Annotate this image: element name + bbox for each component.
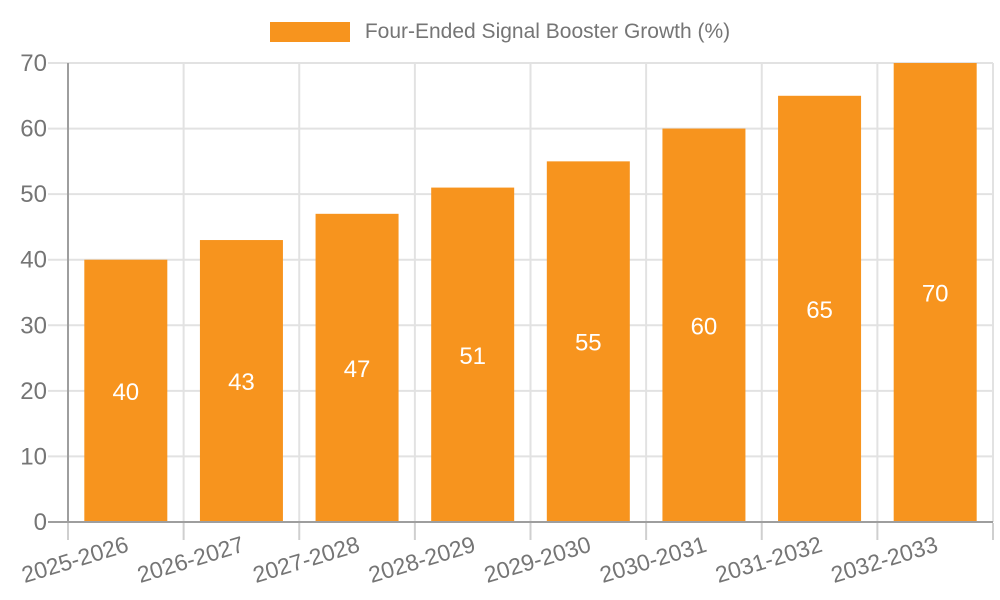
- y-tick-label: 60: [20, 116, 47, 143]
- x-tick-label: 2032-2033: [828, 531, 941, 588]
- x-tick-label: 2027-2028: [250, 531, 363, 588]
- legend-swatch: [269, 22, 350, 42]
- legend-item[interactable]: Four-Ended Signal Booster Growth (%): [269, 20, 731, 44]
- x-tick-label: 2025-2026: [18, 531, 131, 588]
- legend: Four-Ended Signal Booster Growth (%): [0, 20, 1000, 44]
- bar[interactable]: [546, 161, 630, 522]
- bar-value-label: 55: [575, 330, 602, 357]
- y-tick-label: 40: [20, 247, 47, 274]
- x-tick-label: 2028-2029: [365, 531, 478, 588]
- bar[interactable]: [662, 128, 746, 523]
- bar-value-label: 43: [228, 369, 255, 396]
- x-tick-label: 2026-2027: [134, 531, 247, 588]
- bar[interactable]: [315, 213, 399, 523]
- bar-value-label: 40: [112, 379, 139, 406]
- y-tick-label: 10: [20, 443, 47, 470]
- bar-value-label: 65: [806, 297, 833, 324]
- bar-value-label: 60: [691, 313, 718, 340]
- x-tick-label: 2029-2030: [481, 531, 594, 588]
- bar-value-label: 47: [344, 356, 371, 383]
- x-tick-label: 2031-2032: [712, 531, 825, 588]
- bar-value-label: 51: [459, 343, 486, 370]
- bar[interactable]: [778, 95, 862, 523]
- y-tick-label: 30: [20, 312, 47, 339]
- bar-value-label: 70: [922, 281, 949, 308]
- y-tick-label: 20: [20, 378, 47, 405]
- bar[interactable]: [431, 187, 515, 523]
- bar[interactable]: [199, 240, 283, 523]
- bar[interactable]: [84, 259, 168, 522]
- y-tick-label: 0: [34, 509, 47, 536]
- y-tick-label: 50: [20, 181, 47, 208]
- y-tick-label: 70: [20, 50, 47, 77]
- bar[interactable]: [893, 63, 977, 522]
- x-tick-label: 2030-2031: [597, 531, 710, 588]
- legend-series-label: Four-Ended Signal Booster Growth (%): [364, 20, 731, 43]
